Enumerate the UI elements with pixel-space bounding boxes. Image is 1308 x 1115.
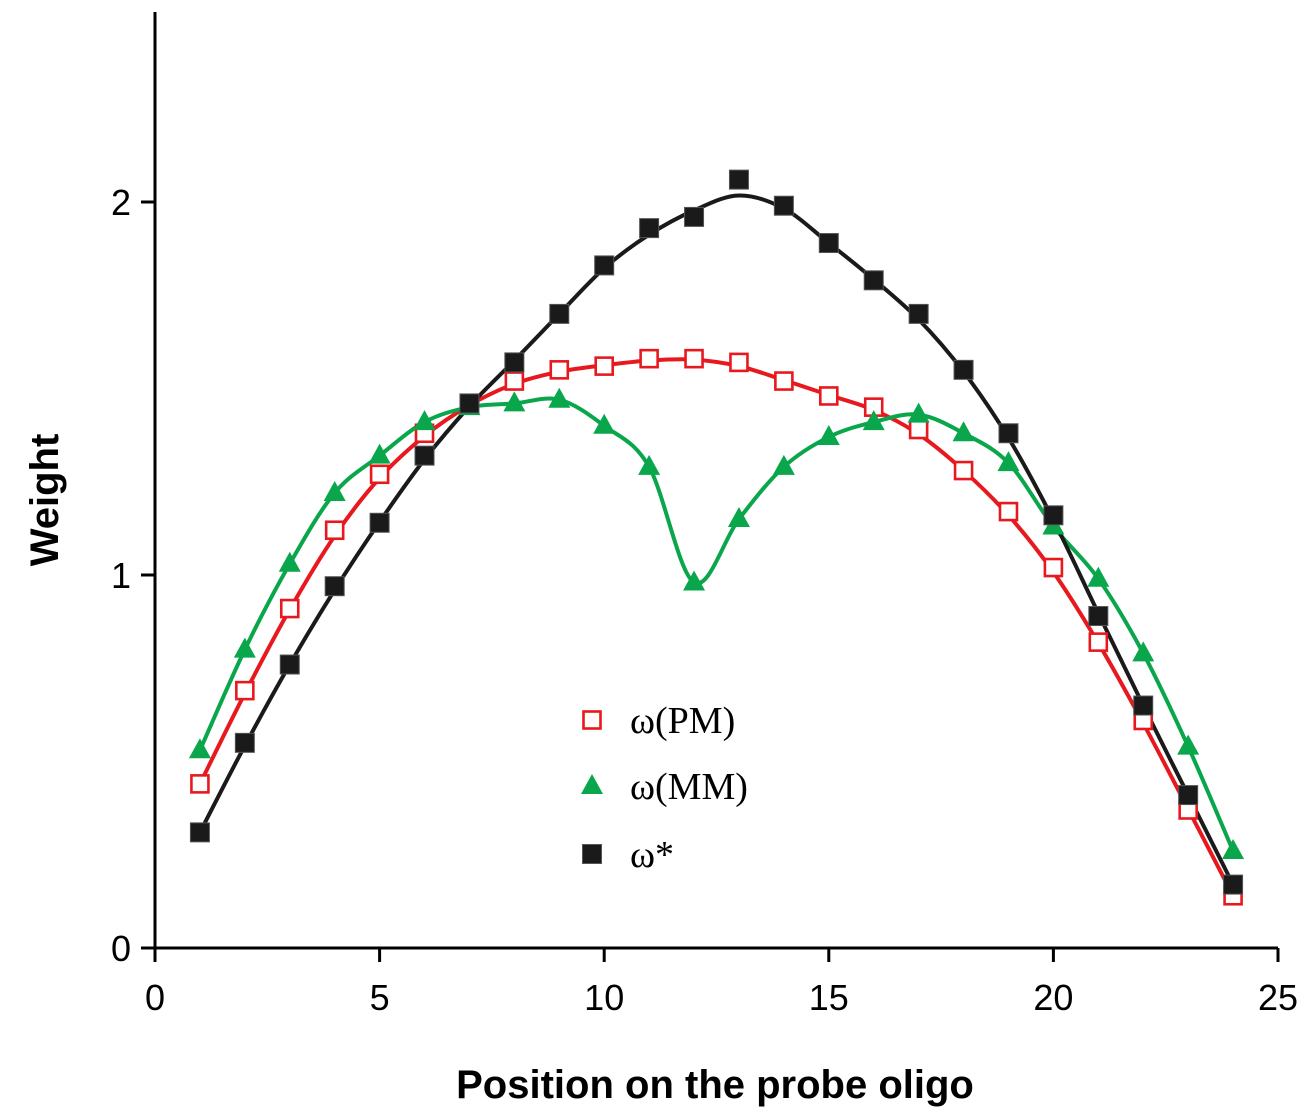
data-point-star [1178,785,1199,806]
data-point-pm [235,680,255,701]
data-point-star [998,423,1019,444]
data-point-mm [1087,566,1110,587]
data-point-star [863,270,884,291]
data-point-mm [727,507,750,528]
data-point-mm [278,551,301,572]
data-point-star [279,654,300,675]
data-point-star [1133,695,1154,716]
data-markers [188,169,1245,906]
data-point-star [324,576,345,597]
data-point-pm [594,356,615,376]
data-point-pm [190,774,210,794]
data-point-pm [549,360,570,380]
y-axis-title: Weight [23,434,67,567]
data-point-star [459,393,480,414]
data-point-star [1043,505,1064,526]
data-point-mm [503,391,526,412]
data-point-mm [997,451,1020,472]
data-point-star [818,233,839,254]
data-point-mm [862,410,885,431]
axes [153,12,1278,950]
fit-line-mm [197,396,1236,854]
data-point-pm [684,348,704,369]
data-point-mm [233,637,256,658]
data-point-mm [1177,734,1200,755]
data-point-star [639,218,660,239]
data-point-pm [998,501,1019,522]
data-point-star [549,303,570,324]
data-point-pm [369,464,390,485]
data-point-star [1088,606,1109,627]
data-point-pm [1088,632,1109,652]
data-point-star [594,255,615,276]
data-point-mm [593,413,616,434]
data-point-mm [638,454,661,475]
fit-curves [197,193,1236,898]
legend-marker-star [582,844,602,864]
x-tick-label: 20 [1033,977,1073,1018]
data-point-pm [504,371,525,391]
data-point-pm [774,371,794,391]
x-tick-label: 25 [1258,977,1298,1018]
data-point-mm [907,402,930,423]
data-point-star [189,822,210,843]
data-point-mm [548,387,571,408]
x-tick-label: 0 [145,977,165,1018]
y-tick-label: 0 [111,928,131,969]
data-point-star [234,732,255,753]
data-point-star [773,195,794,216]
data-point-mm [188,738,211,759]
data-point-star [953,359,974,380]
ticks: 0 5 10 15 20 25 0 1 2 [111,182,1298,1018]
x-tick-label: 5 [370,977,390,1018]
data-point-pm [818,386,839,406]
data-point-star [369,512,390,533]
data-point-mm [368,443,391,464]
data-point-star [908,303,929,324]
data-point-star [728,169,749,190]
fit-line-star [197,193,1236,887]
data-point-mm [1222,839,1245,860]
data-point-pm [279,598,300,619]
data-point-mm [413,410,436,431]
fit-line-pm [197,357,1236,898]
data-point-mm [323,480,346,501]
data-point-star [504,352,525,373]
data-point-pm [953,460,974,481]
data-point-pm [729,352,749,373]
y-tick-label: 2 [111,182,131,223]
data-point-star [1223,874,1244,895]
data-point-mm [683,570,706,591]
data-point-pm [324,520,345,541]
legend-marker-pm [582,710,602,730]
legend-label-mm: ω(MM) [630,766,748,808]
legend-marker-mm [581,774,603,794]
data-point-star [414,445,435,466]
x-tick-label: 10 [584,977,624,1018]
data-point-mm [772,454,795,475]
x-axis-title: Position on the probe oligo [456,1063,974,1107]
data-point-mm [817,424,840,445]
legend-label-star: ω* [630,834,674,876]
x-tick-label: 15 [809,977,849,1018]
y-tick-label: 1 [111,555,131,596]
legend-label-pm: ω(PM) [630,700,735,742]
legend: ω(PM) ω(MM) ω* [581,700,748,876]
data-point-star [684,206,705,227]
data-point-pm [1043,557,1064,578]
data-point-pm [639,348,659,369]
data-point-mm [952,421,975,442]
data-point-mm [1132,641,1155,662]
data-point-pm [908,419,929,440]
